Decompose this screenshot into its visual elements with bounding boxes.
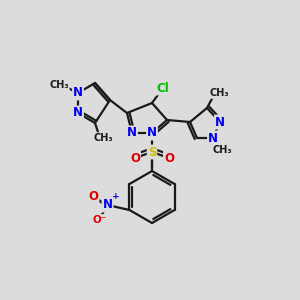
Text: O: O (164, 152, 174, 164)
Text: N: N (215, 116, 225, 128)
Text: O⁻: O⁻ (92, 215, 106, 225)
Text: CH₃: CH₃ (212, 145, 232, 155)
Text: N: N (127, 127, 137, 140)
Text: O: O (130, 152, 140, 164)
Text: N: N (103, 199, 112, 212)
Text: Cl: Cl (157, 82, 169, 94)
Text: N: N (73, 106, 83, 119)
Text: N: N (208, 131, 218, 145)
Text: CH₃: CH₃ (93, 133, 113, 143)
Text: N: N (73, 86, 83, 100)
Text: O: O (88, 190, 98, 203)
Text: S: S (148, 146, 156, 158)
Text: CH₃: CH₃ (49, 80, 69, 90)
Text: CH₃: CH₃ (209, 88, 229, 98)
Text: N: N (147, 127, 157, 140)
Text: +: + (112, 192, 120, 201)
